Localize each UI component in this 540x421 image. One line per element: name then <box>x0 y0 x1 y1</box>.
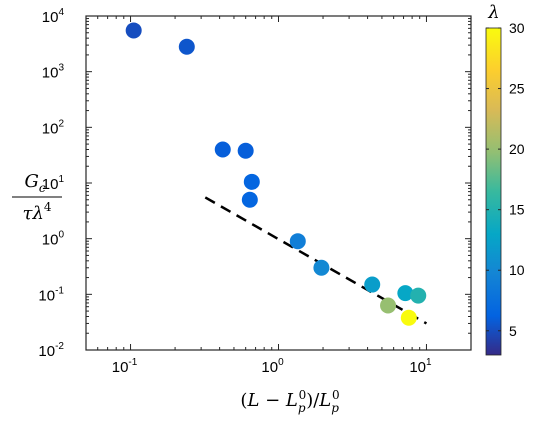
data-point <box>400 309 417 326</box>
y-tick-label: 102 <box>42 118 65 137</box>
colorbar: λ 5 10 15 20 25 30 <box>485 2 525 356</box>
y-tick-label: 101 <box>42 174 65 193</box>
colorbar-tick-label: 10 <box>509 262 525 278</box>
y-tick-label: 10-2 <box>38 341 64 360</box>
colorbar-gradient <box>485 27 502 356</box>
data-point <box>125 22 142 39</box>
y-tick-label: 10-1 <box>38 285 64 304</box>
data-point <box>237 142 254 159</box>
x-tick-label: 101 <box>409 357 432 376</box>
data-point <box>364 276 381 293</box>
data-point <box>243 173 260 190</box>
y-axis-label: Gc τλ4 <box>12 171 62 224</box>
data-point <box>214 141 231 158</box>
fit-line-layer <box>204 196 428 325</box>
x-axis-label: (L − Lp0)/Lp0 <box>240 388 339 415</box>
colorbar-tick-label: 15 <box>509 202 525 218</box>
data-point <box>410 287 427 304</box>
y-axis-ticks: 10-2 10-1 100 101 102 103 104 <box>38 7 471 360</box>
y-tick-label: 100 <box>42 230 65 249</box>
fit-line <box>204 196 428 325</box>
colorbar-tick-label: 25 <box>509 81 525 97</box>
y-tick-label: 104 <box>42 7 65 26</box>
x-tick-label: 100 <box>261 357 284 376</box>
x-axis-ticks: 10-1 100 101 <box>85 16 472 376</box>
data-point <box>241 191 258 208</box>
data-points-layer <box>125 22 427 326</box>
colorbar-ticks: 5 10 15 20 25 30 <box>486 20 525 339</box>
svg-text:τλ4: τλ4 <box>22 200 51 224</box>
colorbar-title: λ <box>487 2 499 23</box>
data-point <box>178 38 195 55</box>
data-point <box>289 233 306 250</box>
colorbar-tick-label: 30 <box>509 20 525 36</box>
data-point <box>380 297 397 314</box>
data-point <box>313 259 330 276</box>
x-tick-label: 10-1 <box>112 357 138 376</box>
colorbar-tick-label: 20 <box>509 141 525 157</box>
svg-text:(L − Lp0)/Lp0: (L − Lp0)/Lp0 <box>240 388 339 415</box>
data-point <box>397 285 414 302</box>
svg-text:Gc: Gc <box>24 171 45 195</box>
y-tick-label: 103 <box>42 63 65 82</box>
colorbar-tick-label: 5 <box>509 323 517 339</box>
